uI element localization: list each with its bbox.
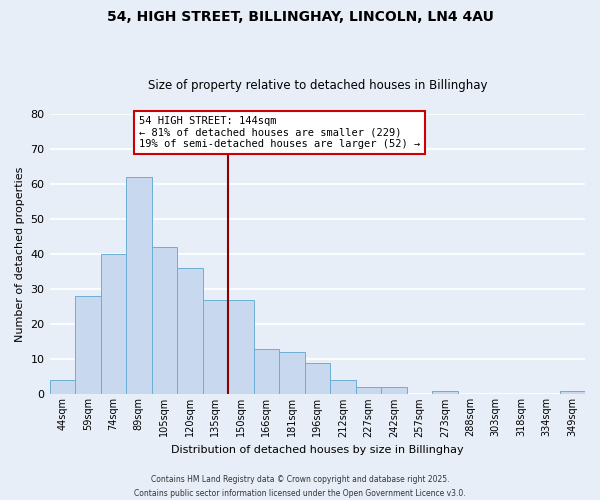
Bar — [330, 380, 356, 394]
Bar — [305, 363, 330, 394]
Bar — [381, 388, 407, 394]
Y-axis label: Number of detached properties: Number of detached properties — [15, 166, 25, 342]
X-axis label: Distribution of detached houses by size in Billinghay: Distribution of detached houses by size … — [171, 445, 464, 455]
Bar — [203, 300, 228, 394]
Bar — [432, 391, 458, 394]
Bar — [126, 177, 152, 394]
Text: 54, HIGH STREET, BILLINGHAY, LINCOLN, LN4 4AU: 54, HIGH STREET, BILLINGHAY, LINCOLN, LN… — [107, 10, 493, 24]
Bar — [356, 388, 381, 394]
Bar — [50, 380, 75, 394]
Bar — [177, 268, 203, 394]
Bar — [101, 254, 126, 394]
Bar — [279, 352, 305, 395]
Text: Contains HM Land Registry data © Crown copyright and database right 2025.
Contai: Contains HM Land Registry data © Crown c… — [134, 476, 466, 498]
Bar — [254, 349, 279, 395]
Bar — [560, 391, 585, 394]
Text: 54 HIGH STREET: 144sqm
← 81% of detached houses are smaller (229)
19% of semi-de: 54 HIGH STREET: 144sqm ← 81% of detached… — [139, 116, 420, 149]
Bar — [228, 300, 254, 394]
Title: Size of property relative to detached houses in Billinghay: Size of property relative to detached ho… — [148, 79, 487, 92]
Bar — [152, 247, 177, 394]
Bar — [75, 296, 101, 394]
